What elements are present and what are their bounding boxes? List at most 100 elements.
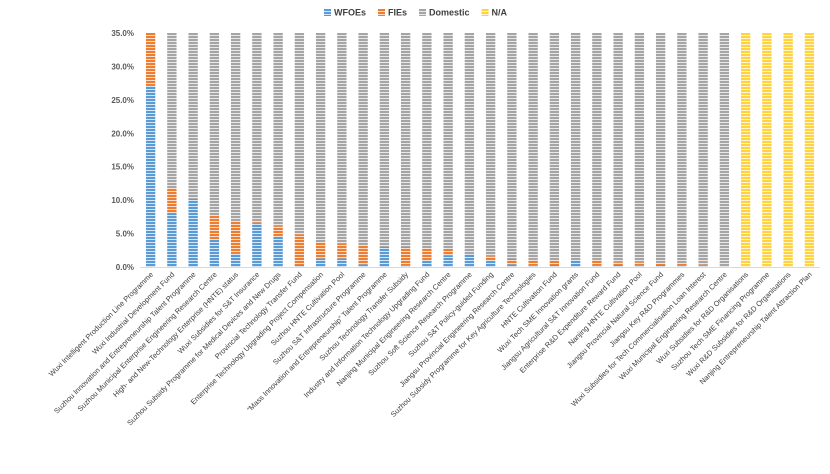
- bar-segment-fies: [634, 262, 645, 266]
- bar-segment-fies: [485, 256, 496, 261]
- bar-segment-domestic: [485, 33, 496, 257]
- bar-segment-n-a: [804, 33, 815, 267]
- bars: [145, 33, 815, 267]
- bar-segment-wfoes: [252, 223, 262, 267]
- bar-segment-wfoes: [592, 265, 602, 267]
- bar-segment-domestic: [549, 33, 560, 261]
- bar-segment-fies: [230, 221, 241, 254]
- bar-segment-domestic: [294, 33, 305, 235]
- bar-segment-domestic: [273, 33, 283, 227]
- bar-segment-wfoes: [528, 265, 538, 267]
- bar-segment-n-a: [783, 33, 793, 267]
- bar-segment-wfoes: [485, 260, 496, 267]
- bar-segment-fies: [358, 245, 368, 265]
- bar-segment-wfoes: [613, 264, 623, 267]
- bar-segment-fies: [613, 262, 623, 265]
- bar-segment-wfoes: [337, 258, 347, 267]
- bar-segment-domestic: [507, 33, 517, 259]
- bar-segment-fies: [677, 262, 687, 266]
- bar-segment-domestic: [443, 33, 453, 249]
- bar-segment-fies: [294, 234, 305, 265]
- bar-segment-wfoes: [422, 260, 432, 267]
- legend-swatch: [481, 9, 489, 16]
- bar-segment-n-a: [740, 33, 751, 267]
- bar-segment-fies: [167, 188, 177, 214]
- bar-segment-domestic: [592, 33, 602, 260]
- bar-segment-fies: [400, 246, 411, 266]
- bar-segment-domestic: [719, 33, 730, 267]
- bar-segment-domestic: [252, 33, 262, 223]
- y-tick-label: 30.0%: [111, 62, 134, 71]
- y-axis: 0.0% 5.0% 10.0% 15.0% 20.0% 25.0% 30.0% 35.0%: [111, 29, 134, 272]
- bar-segment-n-a: [762, 33, 772, 267]
- bar-segment-domestic: [464, 33, 475, 254]
- bar-segment-wfoes: [230, 253, 241, 267]
- bar-segment-domestic: [613, 33, 623, 263]
- bar-segment-wfoes: [315, 258, 326, 267]
- bar-segment-fies: [145, 33, 156, 86]
- bar-segment-domestic: [698, 33, 708, 265]
- bar-segment-fies: [592, 259, 602, 266]
- bar-segment-wfoes: [507, 264, 517, 267]
- y-tick-label: 5.0%: [116, 230, 134, 239]
- bar-segment-wfoes: [655, 264, 666, 267]
- legend-label: WFOEs: [334, 8, 366, 18]
- bar-segment-wfoes: [698, 265, 708, 267]
- y-tick-label: 20.0%: [111, 129, 134, 138]
- bar-segment-wfoes: [209, 239, 220, 267]
- bar-segment-wfoes: [570, 260, 581, 267]
- bar-segment-wfoes: [358, 264, 368, 267]
- bar-segment-domestic: [677, 33, 687, 263]
- bar-segment-domestic: [167, 33, 177, 189]
- bar-segment-fies: [655, 263, 666, 265]
- bar-segment-wfoes: [443, 255, 453, 267]
- bar-segment-domestic: [337, 33, 347, 244]
- bar-segment-domestic: [188, 33, 198, 199]
- bar-segment-fies: [549, 260, 560, 265]
- y-tick-label: 35.0%: [111, 29, 134, 38]
- bar-segment-wfoes: [273, 236, 283, 267]
- bar-segment-fies: [252, 222, 262, 224]
- bar-segment-wfoes: [167, 213, 177, 267]
- x-axis-labels: Wuxi Intelligent Production Line Program…: [47, 270, 814, 428]
- bar-segment-domestic: [379, 33, 390, 247]
- y-tick-label: 10.0%: [111, 196, 134, 205]
- bar-segment-wfoes: [549, 264, 560, 267]
- bar-segment-wfoes: [464, 253, 475, 267]
- bar-segment-domestic: [570, 33, 581, 261]
- bar-segment-wfoes: [677, 265, 687, 267]
- legend-swatch: [324, 9, 331, 16]
- bar-segment-domestic: [634, 33, 645, 263]
- bar-segment-fies: [698, 264, 708, 266]
- bar-segment-fies: [443, 248, 453, 256]
- bar-segment-domestic: [230, 33, 241, 222]
- y-tick-label: 25.0%: [111, 96, 134, 105]
- bar-segment-wfoes: [634, 265, 645, 267]
- y-tick-label: 0.0%: [116, 263, 134, 272]
- bar-segment-fies: [507, 258, 517, 265]
- bar-segment-domestic: [315, 33, 326, 243]
- bar-segment-wfoes: [294, 264, 305, 267]
- bar-segment-fies: [273, 226, 283, 237]
- bar-segment-fies: [315, 242, 326, 259]
- legend: WFOEs FIEs Domestic N/A: [324, 8, 508, 18]
- bar-segment-domestic: [209, 33, 220, 216]
- y-tick-label: 15.0%: [111, 163, 134, 172]
- bar-segment-domestic: [655, 33, 666, 264]
- bar-segment-fies: [422, 248, 432, 261]
- bar-segment-domestic: [422, 33, 432, 249]
- bar-segment-wfoes: [188, 198, 198, 267]
- bar-segment-fies: [337, 243, 347, 259]
- bar-segment-fies: [209, 215, 220, 240]
- legend-label: FIEs: [388, 8, 407, 18]
- bar-segment-domestic: [358, 33, 368, 246]
- legend-swatch: [419, 9, 427, 16]
- bar-segment-domestic: [400, 33, 411, 247]
- bar-segment-fies: [528, 259, 538, 266]
- bar-segment-wfoes: [400, 265, 411, 267]
- bar-segment-wfoes: [379, 246, 390, 267]
- bar-segment-wfoes: [145, 85, 156, 267]
- legend-swatch: [378, 9, 386, 16]
- legend-label: N/A: [492, 8, 508, 18]
